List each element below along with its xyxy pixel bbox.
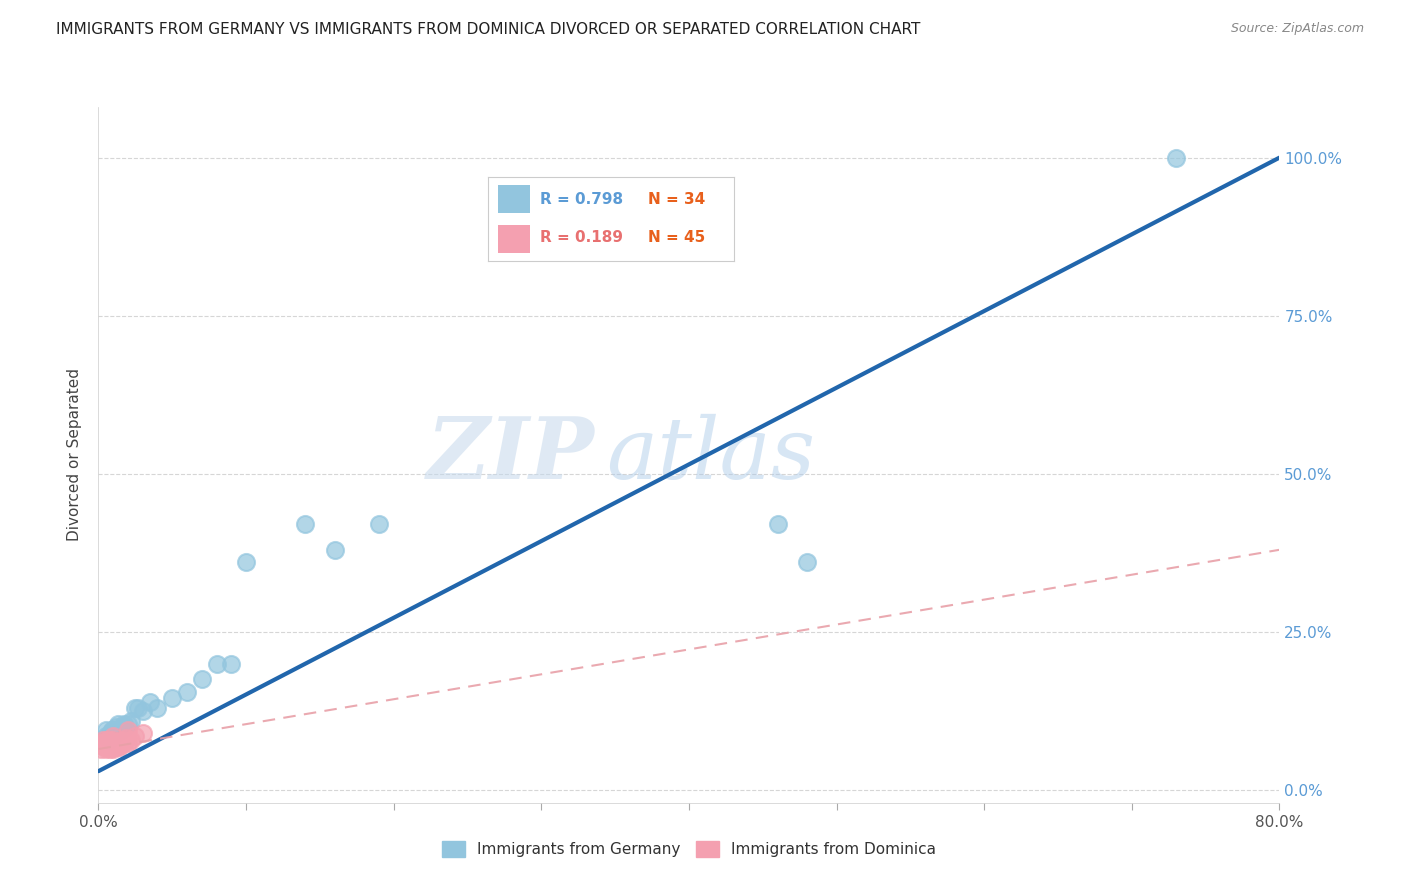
Point <box>114 720 136 734</box>
Point <box>105 735 128 749</box>
Point <box>323 542 346 557</box>
Point <box>796 556 818 570</box>
Text: R = 0.189: R = 0.189 <box>540 230 623 245</box>
Point <box>108 723 131 737</box>
Point <box>98 736 121 750</box>
Point <box>103 742 125 756</box>
Text: IMMIGRANTS FROM GERMANY VS IMMIGRANTS FROM DOMINICA DIVORCED OR SEPARATED CORREL: IMMIGRANTS FROM GERMANY VS IMMIGRANTS FR… <box>56 22 921 37</box>
Point <box>127 701 149 715</box>
Point <box>107 739 129 753</box>
Point <box>235 556 257 570</box>
Point <box>120 732 142 747</box>
Point <box>191 673 214 687</box>
Point <box>97 732 120 747</box>
Point <box>110 738 132 752</box>
Point <box>94 739 117 753</box>
Point <box>111 720 134 734</box>
Point <box>96 740 118 755</box>
Point <box>94 742 117 756</box>
Point <box>114 735 136 749</box>
Point <box>294 517 316 532</box>
Point <box>115 731 138 746</box>
Point <box>105 739 128 753</box>
Point <box>91 739 114 753</box>
Point <box>100 732 122 747</box>
Point <box>100 740 122 755</box>
Point <box>91 732 114 747</box>
Point <box>94 736 117 750</box>
Point <box>132 704 155 718</box>
Point <box>96 738 118 752</box>
Point <box>94 723 117 737</box>
Point <box>107 736 129 750</box>
Point <box>766 517 789 532</box>
Text: R = 0.798: R = 0.798 <box>540 192 623 207</box>
Point <box>108 734 131 748</box>
Point <box>162 691 183 706</box>
Text: atlas: atlas <box>606 414 815 496</box>
Point <box>96 734 118 748</box>
Point <box>104 740 127 755</box>
Point <box>103 723 125 737</box>
Point <box>97 737 120 751</box>
Point <box>117 716 139 731</box>
Point <box>117 736 139 750</box>
Point <box>205 657 228 671</box>
Point <box>98 726 121 740</box>
Point <box>139 695 162 709</box>
Point <box>108 740 131 755</box>
Y-axis label: Divorced or Separated: Divorced or Separated <box>67 368 83 541</box>
Point <box>98 739 121 753</box>
Point <box>94 732 117 747</box>
Point <box>120 714 142 728</box>
Point <box>100 737 122 751</box>
Point <box>97 740 120 755</box>
Text: ZIP: ZIP <box>426 413 595 497</box>
Point <box>111 736 134 750</box>
Point <box>100 723 122 737</box>
Text: N = 34: N = 34 <box>648 192 706 207</box>
Point <box>103 730 125 744</box>
FancyBboxPatch shape <box>498 186 530 213</box>
Point <box>94 730 117 744</box>
Point <box>132 726 155 740</box>
Point <box>105 720 128 734</box>
Point <box>91 736 114 750</box>
Point <box>146 701 169 715</box>
Point <box>103 739 125 753</box>
Point <box>90 736 112 750</box>
Point <box>112 732 135 747</box>
Point <box>117 723 139 737</box>
FancyBboxPatch shape <box>498 225 530 252</box>
Legend: Immigrants from Germany, Immigrants from Dominica: Immigrants from Germany, Immigrants from… <box>434 833 943 864</box>
Point <box>112 716 135 731</box>
Point <box>368 517 391 532</box>
Point <box>1166 151 1188 165</box>
Text: N = 45: N = 45 <box>648 230 706 245</box>
Point <box>93 739 115 753</box>
Point <box>97 732 120 747</box>
Point <box>110 723 132 737</box>
Point <box>107 716 129 731</box>
Point <box>98 742 121 756</box>
Point <box>90 742 112 756</box>
Text: Source: ZipAtlas.com: Source: ZipAtlas.com <box>1230 22 1364 36</box>
Point <box>221 657 243 671</box>
Point <box>124 701 146 715</box>
Point <box>103 736 125 750</box>
Point <box>103 730 125 744</box>
Point <box>104 736 127 750</box>
Point <box>93 736 115 750</box>
Point <box>124 730 146 744</box>
Point <box>176 685 198 699</box>
Point <box>104 726 127 740</box>
